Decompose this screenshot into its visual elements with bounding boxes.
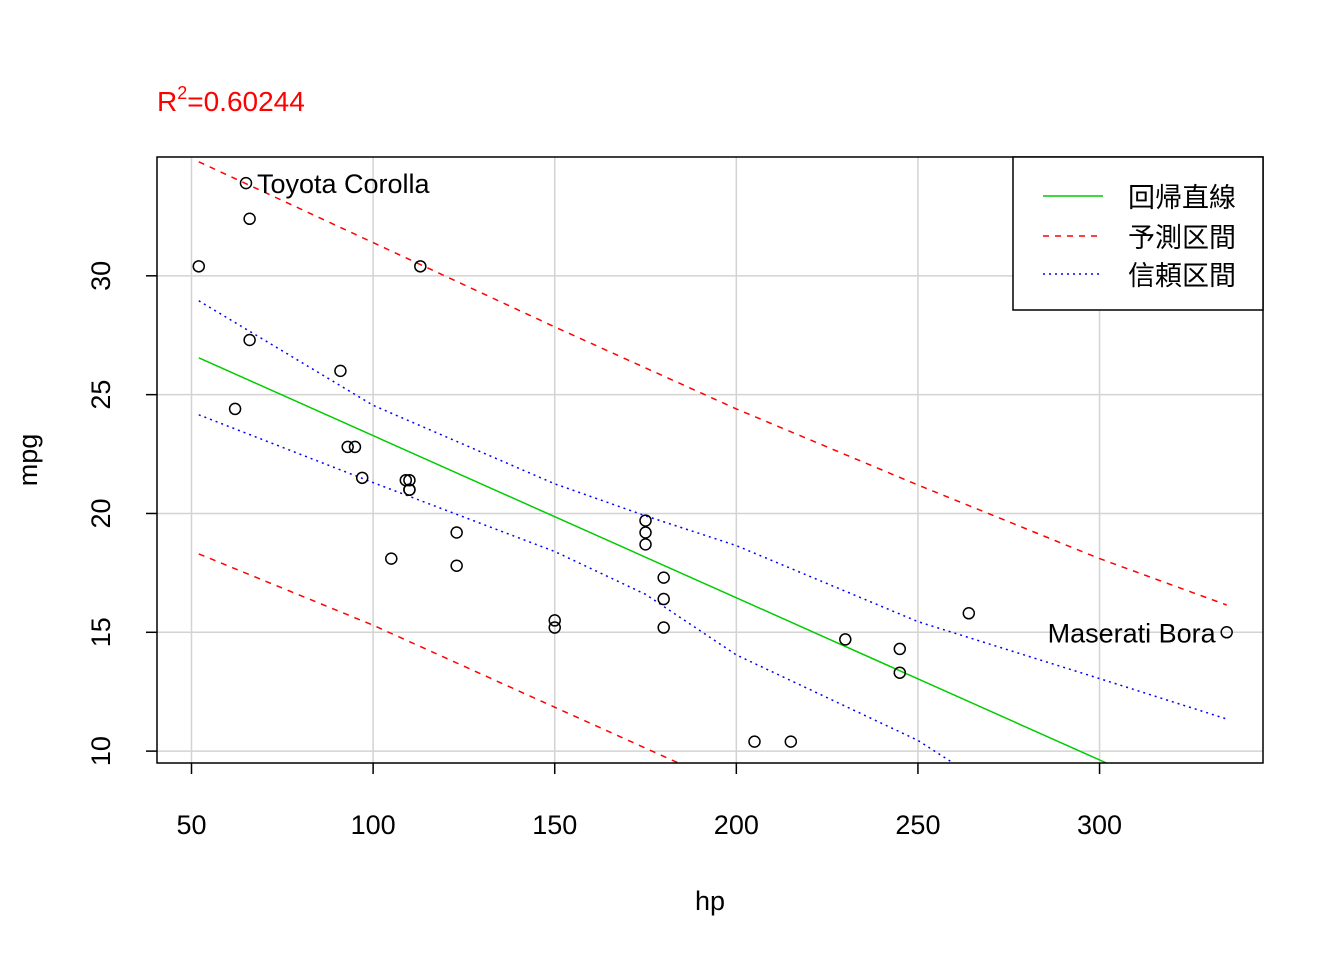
legend-label-confidence: 信頼区間 [1128,261,1236,291]
point-label-1: Maserati Bora [1048,618,1217,648]
data-point-4 [639,538,652,551]
y-tick-label-25: 25 [86,380,116,410]
y-axis: 10 15 20 25 30 [86,261,157,766]
data-point-30 [1220,626,1233,639]
plot-frame [156,156,1264,764]
data-point-11 [657,592,670,606]
x-tick-label-50: 50 [176,810,206,840]
point-label-0: Toyota Corolla [257,169,431,199]
series-2-lower [198,414,955,763]
x-axis-label: hp [695,886,725,916]
data-point-10 [450,559,463,573]
x-tick-label-250: 250 [895,810,940,840]
data-point-6 [893,642,907,656]
x-tick-label-150: 150 [532,810,577,840]
data-point-28 [962,607,976,620]
series-1-upper [198,161,1227,606]
x-tick-label-100: 100 [351,810,396,840]
data-point-9 [450,526,463,539]
y-tick-label-30: 30 [86,261,116,291]
data-point-12 [657,571,670,584]
interval-lines [198,161,1227,763]
data-point-2 [341,440,354,454]
data-point-27 [414,260,427,273]
data-point-18 [192,260,206,273]
data-point-17 [243,212,256,226]
data-point-23 [893,666,907,679]
data-point-14 [748,735,761,748]
data-point-22 [548,621,561,634]
data-point-24 [639,526,652,539]
data-point-26 [334,364,347,378]
data-point-29 [639,514,652,527]
data-point-16 [839,633,852,646]
data-point-13 [657,621,670,634]
data-point-31 [399,473,413,487]
data-point-20 [355,471,369,485]
data-point-7 [228,402,242,416]
x-tick-label-300: 300 [1077,810,1122,840]
y-tick-label-10: 10 [86,736,116,766]
data-point-3 [403,473,416,487]
r-squared-annotation: R2=0.60244 [157,83,305,117]
legend-box [1012,156,1264,311]
data-point-8 [348,440,362,454]
data-point-5 [385,552,398,565]
legend-label-regression: 回帰直線 [1128,183,1236,213]
data-point-15 [784,735,798,748]
data-point-19 [239,176,253,190]
point-labels: Toyota Corolla Maserati Bora [257,169,1217,648]
series-0-line [198,357,1109,763]
y-tick-label-20: 20 [86,498,116,528]
legend-label-prediction: 予測区間 [1128,223,1236,253]
data-point-21 [548,614,561,627]
x-axis: 50 100 150 200 250 300 [176,763,1122,840]
y-axis-label: mpg [13,434,43,487]
y-tick-label-15: 15 [86,617,116,647]
legend: 回帰直線 予測区間 信頼区間 [1012,156,1264,311]
data-points [192,176,1233,748]
data-point-25 [243,333,256,347]
x-tick-label-200: 200 [714,810,759,840]
series-2-upper [198,300,1227,720]
